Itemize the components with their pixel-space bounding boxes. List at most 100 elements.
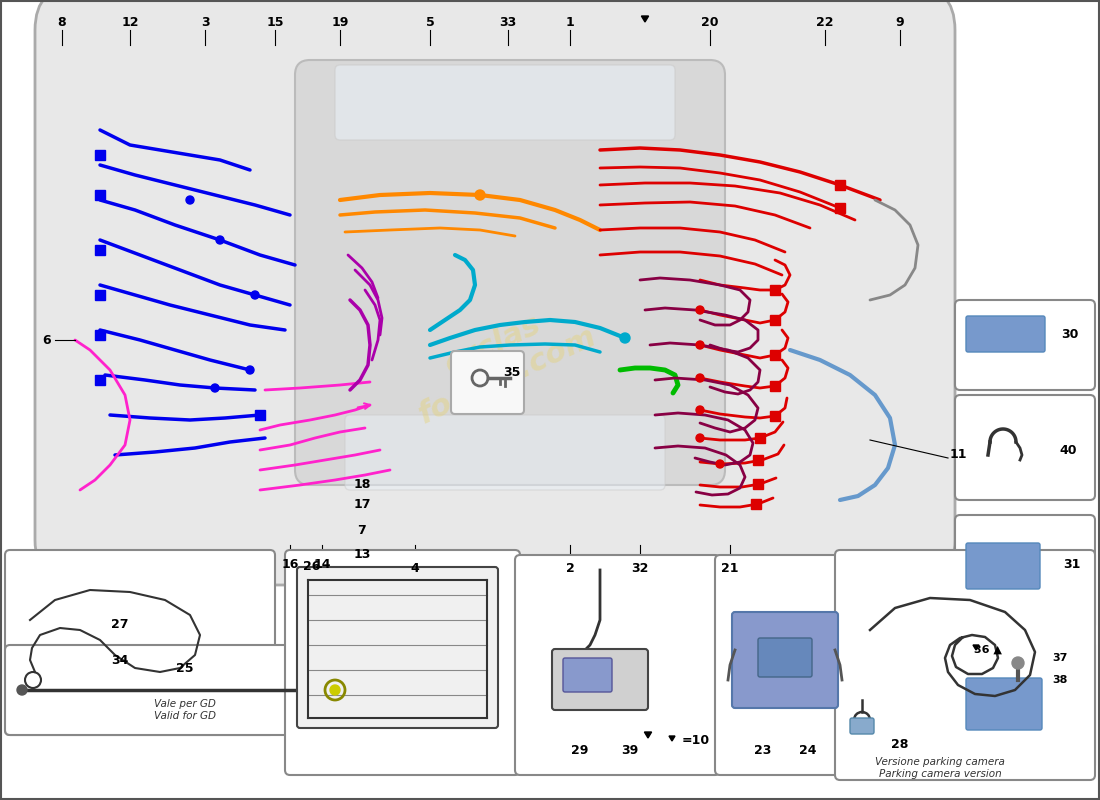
FancyBboxPatch shape: [966, 678, 1042, 730]
Text: erclas
forrari.com: erclas forrari.com: [399, 291, 601, 429]
Text: 38: 38: [1053, 675, 1068, 685]
Circle shape: [620, 333, 630, 343]
Text: 37: 37: [1053, 653, 1068, 663]
Bar: [95, 375, 104, 385]
Text: 35: 35: [504, 366, 520, 378]
Bar: [95, 190, 104, 200]
Text: 20: 20: [702, 15, 718, 29]
Text: 23: 23: [755, 743, 772, 757]
Text: 33: 33: [499, 15, 517, 29]
Bar: [835, 180, 845, 190]
Text: 21: 21: [722, 562, 739, 574]
Text: 8: 8: [57, 15, 66, 29]
Text: Versione parking camera
Parking camera version: Versione parking camera Parking camera v…: [876, 757, 1005, 779]
Text: 18: 18: [353, 478, 371, 491]
FancyBboxPatch shape: [297, 567, 498, 728]
FancyBboxPatch shape: [955, 395, 1094, 500]
Circle shape: [211, 384, 219, 392]
Text: 34: 34: [111, 654, 129, 666]
Circle shape: [330, 685, 340, 695]
Bar: [754, 479, 763, 489]
FancyBboxPatch shape: [6, 550, 275, 735]
Circle shape: [716, 460, 724, 468]
Bar: [255, 410, 265, 420]
Text: 29: 29: [571, 743, 588, 757]
Text: 30: 30: [1062, 329, 1079, 342]
Circle shape: [246, 366, 254, 374]
Text: 7: 7: [358, 523, 366, 537]
Bar: [770, 411, 780, 421]
FancyBboxPatch shape: [966, 543, 1040, 589]
FancyBboxPatch shape: [732, 612, 838, 708]
Bar: [755, 433, 764, 443]
Polygon shape: [974, 645, 979, 650]
FancyBboxPatch shape: [285, 550, 520, 775]
Bar: [95, 245, 104, 255]
Circle shape: [696, 306, 704, 314]
Bar: [95, 150, 104, 160]
Text: 13: 13: [353, 549, 371, 562]
Circle shape: [1012, 657, 1024, 669]
Text: 3: 3: [200, 15, 209, 29]
Text: 24: 24: [800, 743, 816, 757]
Text: 15: 15: [266, 15, 284, 29]
Circle shape: [216, 236, 224, 244]
Text: 32: 32: [631, 562, 649, 574]
FancyBboxPatch shape: [563, 658, 612, 692]
Bar: [770, 315, 780, 325]
FancyBboxPatch shape: [850, 718, 875, 734]
Circle shape: [251, 291, 258, 299]
Bar: [754, 455, 763, 465]
Polygon shape: [645, 732, 651, 738]
Text: 25: 25: [176, 662, 194, 674]
Text: 9: 9: [895, 15, 904, 29]
Polygon shape: [641, 16, 649, 22]
FancyBboxPatch shape: [835, 550, 1094, 780]
Text: 1: 1: [565, 15, 574, 29]
Text: 4: 4: [410, 562, 419, 574]
Bar: [770, 350, 780, 360]
Text: 16: 16: [282, 558, 299, 571]
Bar: [835, 203, 845, 213]
Bar: [95, 330, 104, 340]
FancyBboxPatch shape: [955, 640, 1094, 770]
Text: 17: 17: [353, 498, 371, 511]
FancyBboxPatch shape: [515, 555, 720, 775]
FancyBboxPatch shape: [966, 316, 1045, 352]
Circle shape: [186, 196, 194, 204]
Text: 14: 14: [314, 558, 331, 571]
Text: 22: 22: [816, 15, 834, 29]
FancyBboxPatch shape: [345, 415, 666, 490]
FancyBboxPatch shape: [295, 60, 725, 485]
FancyBboxPatch shape: [758, 638, 812, 677]
Text: 6: 6: [43, 334, 52, 346]
Text: 36 ▲: 36 ▲: [975, 645, 1002, 655]
Bar: [770, 381, 780, 391]
Text: 12: 12: [121, 15, 139, 29]
Bar: [95, 290, 104, 300]
Text: Vale per GD
Valid for GD: Vale per GD Valid for GD: [154, 699, 216, 721]
Circle shape: [475, 190, 485, 200]
Text: 5: 5: [426, 15, 434, 29]
FancyBboxPatch shape: [35, 0, 955, 585]
Circle shape: [696, 406, 704, 414]
FancyBboxPatch shape: [955, 300, 1094, 390]
Text: 19: 19: [331, 15, 349, 29]
FancyBboxPatch shape: [451, 351, 524, 414]
FancyBboxPatch shape: [552, 649, 648, 710]
FancyBboxPatch shape: [6, 645, 370, 735]
Text: 11: 11: [949, 449, 967, 462]
Text: 40: 40: [1059, 443, 1077, 457]
Text: 2: 2: [565, 562, 574, 574]
FancyBboxPatch shape: [336, 65, 675, 140]
FancyBboxPatch shape: [715, 555, 920, 775]
Text: =10: =10: [682, 734, 711, 747]
Circle shape: [696, 374, 704, 382]
FancyBboxPatch shape: [955, 515, 1094, 630]
Circle shape: [696, 341, 704, 349]
Circle shape: [696, 434, 704, 442]
FancyBboxPatch shape: [657, 724, 728, 755]
Polygon shape: [669, 736, 675, 741]
Text: 39: 39: [621, 743, 639, 757]
Bar: [770, 285, 780, 295]
